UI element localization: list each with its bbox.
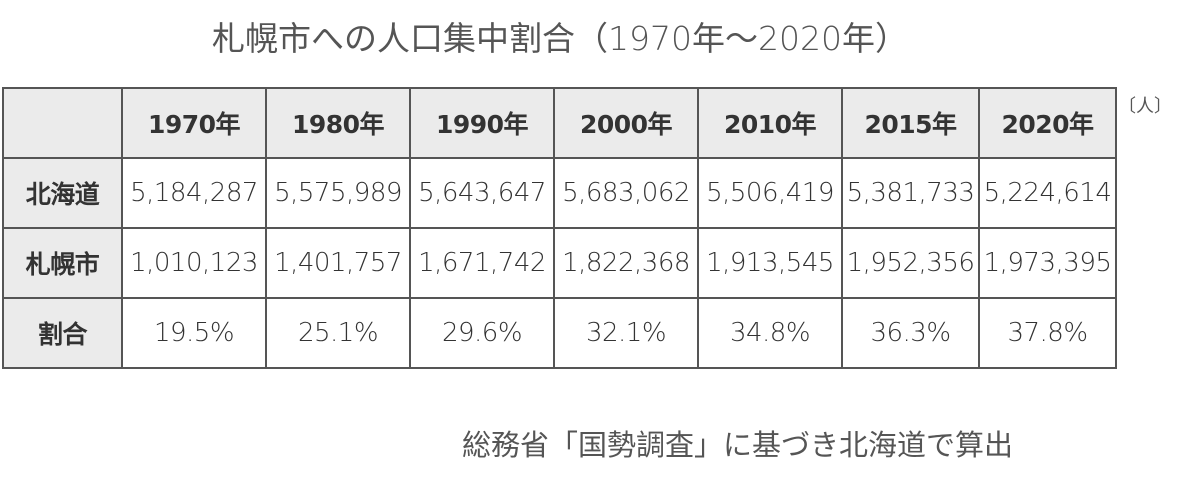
- data-cell: 19.5%: [121, 297, 267, 369]
- unit-label: 〔人〕: [1118, 96, 1172, 117]
- data-cell: 5,381,733: [841, 157, 980, 229]
- data-cell: 5,506,419: [697, 157, 843, 229]
- data-cell: 34.8%: [697, 297, 843, 369]
- data-cell: 5,575,989: [265, 157, 411, 229]
- data-cell: 25.1%: [265, 297, 411, 369]
- data-cell: 5,643,647: [409, 157, 555, 229]
- data-cell: 1,973,395: [978, 227, 1117, 299]
- header-cell: 2010年: [697, 87, 843, 159]
- data-row: 北海道 5,184,287 5,575,989 5,643,647 5,683,062 5…: [2, 157, 1117, 229]
- population-table: 1970年 1980年 1990年 2000年 2010年 2015年 2020年 北海道 5,…: [2, 87, 1117, 369]
- data-cell: 1,913,545: [697, 227, 843, 299]
- data-cell: 5,224,614: [978, 157, 1117, 229]
- row-header: 札幌市: [2, 227, 123, 299]
- corner-cell: [2, 87, 123, 159]
- header-cell: 2020年: [978, 87, 1117, 159]
- data-cell: 5,683,062: [553, 157, 699, 229]
- row-header: 北海道: [2, 157, 123, 229]
- row-header: 割合: [2, 297, 123, 369]
- data-row: 割合 19.5% 25.1% 29.6% 32.1% 34.8% 36.3% 37.8%: [2, 297, 1117, 369]
- data-cell: 37.8%: [978, 297, 1117, 369]
- data-cell: 1,401,757: [265, 227, 411, 299]
- header-cell: 1980年: [265, 87, 411, 159]
- source-note: 総務省「国勢調査」に基づき北海道で算出: [462, 428, 1014, 462]
- header-cell: 1990年: [409, 87, 555, 159]
- header-cell: 2015年: [841, 87, 980, 159]
- data-cell: 36.3%: [841, 297, 980, 369]
- title: 札幌市への人口集中割合（1970年〜2020年）: [212, 19, 908, 58]
- data-cell: 32.1%: [553, 297, 699, 369]
- data-cell: 1,671,742: [409, 227, 555, 299]
- data-row: 札幌市 1,010,123 1,401,757 1,671,742 1,822,368 1…: [2, 227, 1117, 299]
- data-cell: 5,184,287: [121, 157, 267, 229]
- data-cell: 1,822,368: [553, 227, 699, 299]
- header-cell: 2000年: [553, 87, 699, 159]
- data-cell: 1,010,123: [121, 227, 267, 299]
- data-cell: 1,952,356: [841, 227, 980, 299]
- header-cell: 1970年: [121, 87, 267, 159]
- header-row: 1970年 1980年 1990年 2000年 2010年 2015年 2020年: [2, 87, 1117, 159]
- data-cell: 29.6%: [409, 297, 555, 369]
